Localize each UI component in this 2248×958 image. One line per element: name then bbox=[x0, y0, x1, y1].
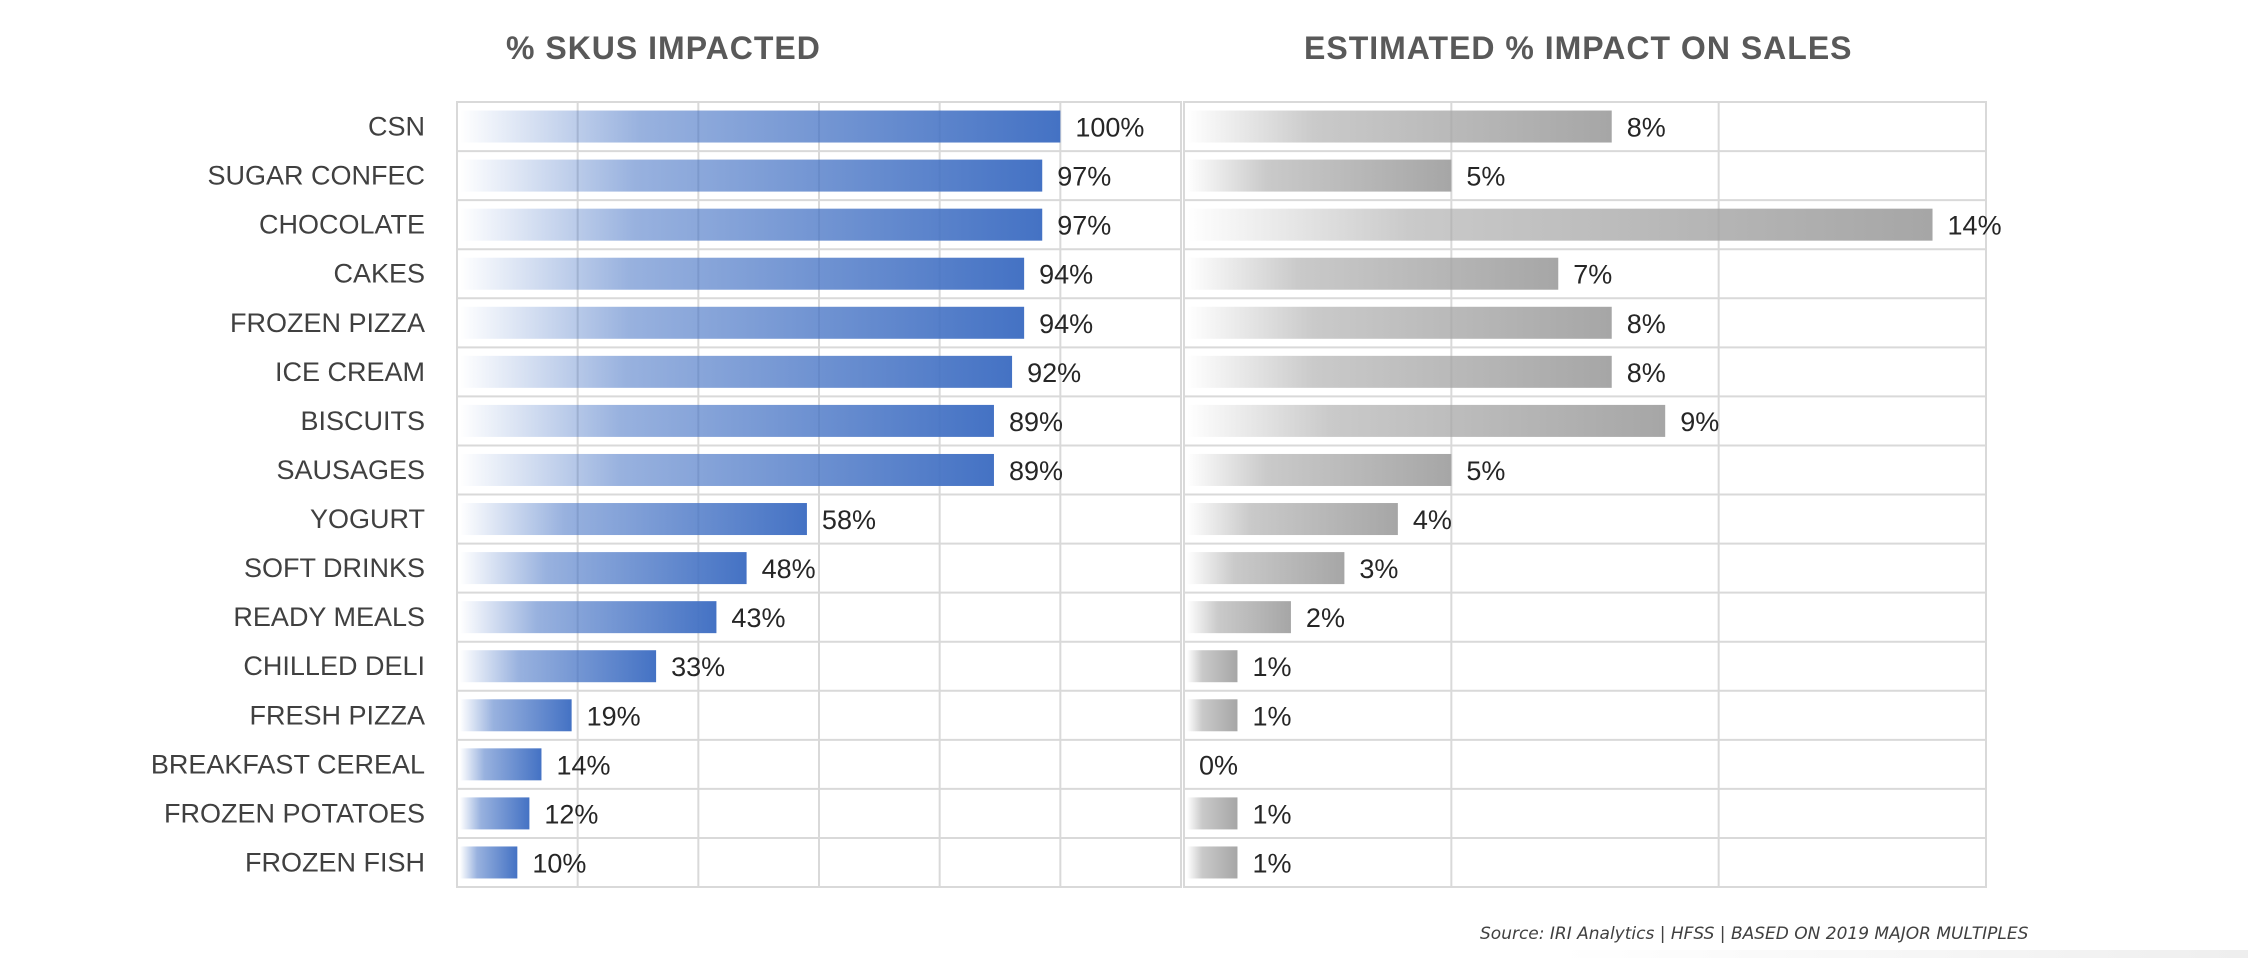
sales-data-label: 8% bbox=[1627, 358, 1666, 388]
skus-data-label: 97% bbox=[1057, 211, 1111, 241]
category-label: SUGAR CONFEC bbox=[207, 161, 425, 191]
category-label: FROZEN POTATOES bbox=[164, 798, 425, 828]
sales-data-label: 7% bbox=[1573, 260, 1612, 290]
skus-bar bbox=[460, 699, 572, 732]
skus-bar bbox=[460, 159, 1043, 192]
skus-data-label: 89% bbox=[1009, 407, 1063, 437]
sales-data-label: 4% bbox=[1413, 505, 1452, 535]
skus-bar bbox=[460, 306, 1025, 339]
category-label: CSN bbox=[368, 112, 425, 142]
skus-data-label: 58% bbox=[822, 505, 876, 535]
category-label: SAUSAGES bbox=[276, 455, 425, 485]
sales-bar bbox=[1187, 650, 1238, 683]
sales-bar bbox=[1187, 404, 1666, 437]
skus-data-label: 12% bbox=[544, 799, 598, 829]
footer-strip bbox=[1560, 950, 2248, 958]
category-label: ICE CREAM bbox=[275, 357, 425, 387]
sales-bar bbox=[1187, 699, 1238, 732]
skus-bar bbox=[460, 257, 1025, 290]
skus-data-label: 33% bbox=[671, 652, 725, 682]
category-label: YOGURT bbox=[310, 504, 425, 534]
category-label: FROZEN PIZZA bbox=[230, 308, 425, 338]
category-label: READY MEALS bbox=[233, 602, 425, 632]
skus-data-label: 100% bbox=[1075, 113, 1144, 143]
skus-bar bbox=[460, 453, 994, 486]
category-label: CAKES bbox=[333, 259, 425, 289]
skus-data-label: 97% bbox=[1057, 162, 1111, 192]
left-panel-title: % SKUS IMPACTED bbox=[506, 30, 821, 66]
bar-chart: CSN SUGAR CONFEC CHOCOLATE CAKES FROZEN PIZZ… bbox=[151, 101, 2002, 888]
sales-data-label: 1% bbox=[1252, 652, 1291, 682]
sales-data-label: 3% bbox=[1359, 554, 1398, 584]
source-note: Source: IRI Analytics | HFSS | BASED ON … bbox=[1480, 924, 2029, 944]
skus-data-label: 10% bbox=[532, 848, 586, 878]
skus-bar bbox=[460, 797, 530, 830]
skus-bar bbox=[460, 748, 542, 781]
category-label: CHILLED DELI bbox=[243, 651, 425, 681]
sales-data-label: 8% bbox=[1627, 113, 1666, 143]
skus-data-label: 94% bbox=[1039, 309, 1093, 339]
sales-bar bbox=[1187, 306, 1612, 339]
skus-data-label: 48% bbox=[762, 554, 816, 584]
sales-data-label: 5% bbox=[1466, 456, 1505, 486]
sales-data-label: 8% bbox=[1627, 309, 1666, 339]
sales-data-label: 5% bbox=[1466, 162, 1505, 192]
sales-bar bbox=[1187, 846, 1238, 879]
sales-data-label: 1% bbox=[1252, 799, 1291, 829]
skus-data-label: 92% bbox=[1027, 358, 1081, 388]
skus-data-label: 14% bbox=[556, 750, 610, 780]
sales-bar bbox=[1187, 601, 1291, 634]
right-panel-title: ESTIMATED % IMPACT ON SALES bbox=[1304, 30, 1853, 66]
sales-bar bbox=[1187, 159, 1452, 192]
category-label: BREAKFAST CEREAL bbox=[151, 749, 425, 779]
category-label: CHOCOLATE bbox=[259, 210, 425, 240]
sales-bar bbox=[1187, 355, 1612, 388]
category-label: SOFT DRINKS bbox=[244, 553, 425, 583]
sales-data-label: 2% bbox=[1306, 603, 1345, 633]
skus-data-label: 94% bbox=[1039, 260, 1093, 290]
skus-bar bbox=[460, 552, 747, 585]
skus-bar bbox=[460, 503, 807, 536]
skus-bar bbox=[460, 355, 1013, 388]
skus-bar bbox=[460, 208, 1043, 241]
skus-bar bbox=[460, 601, 717, 634]
sales-data-label: 14% bbox=[1948, 211, 2002, 241]
category-label: FROZEN FISH bbox=[245, 847, 425, 877]
sales-bar bbox=[1187, 797, 1238, 830]
skus-bar bbox=[460, 846, 518, 879]
sales-data-label: 9% bbox=[1680, 407, 1719, 437]
sales-data-label: 1% bbox=[1252, 848, 1291, 878]
skus-data-label: 43% bbox=[731, 603, 785, 633]
skus-data-label: 19% bbox=[587, 701, 641, 731]
sales-data-label: 1% bbox=[1252, 701, 1291, 731]
sales-bar bbox=[1187, 453, 1452, 486]
sales-bar bbox=[1187, 208, 1933, 241]
sales-bar bbox=[1187, 503, 1398, 536]
skus-data-label: 89% bbox=[1009, 456, 1063, 486]
skus-bar bbox=[460, 110, 1061, 143]
sales-bar bbox=[1187, 257, 1559, 290]
category-label: BISCUITS bbox=[300, 406, 425, 436]
sales-bar bbox=[1187, 552, 1345, 585]
sales-data-label: 0% bbox=[1199, 750, 1238, 780]
skus-bar bbox=[460, 404, 994, 437]
sales-bar bbox=[1187, 110, 1612, 143]
skus-bar bbox=[460, 650, 657, 683]
category-label: FRESH PIZZA bbox=[249, 700, 425, 730]
